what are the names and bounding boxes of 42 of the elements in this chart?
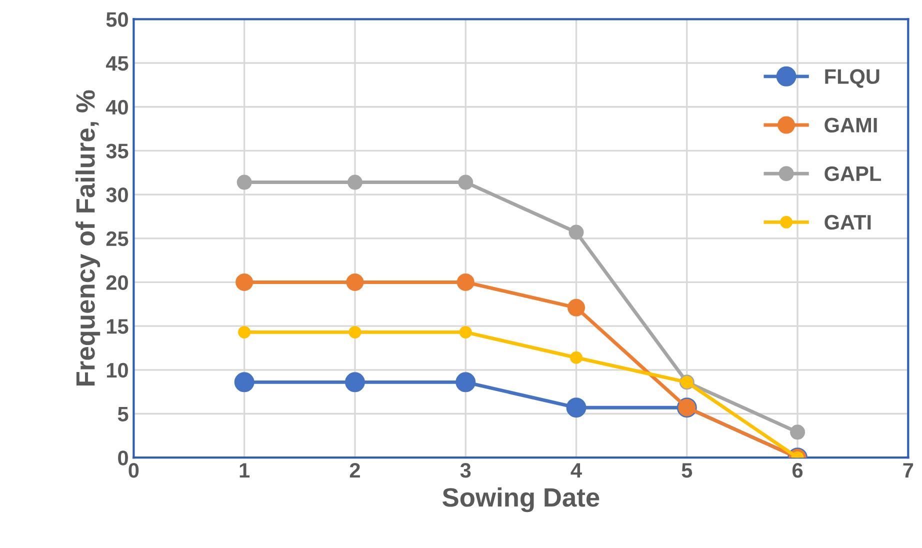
point xyxy=(234,372,254,392)
point xyxy=(570,351,582,364)
x-tick-label: 6 xyxy=(792,462,803,478)
y-tick-label: 40 xyxy=(106,100,128,115)
x-tick-label: 7 xyxy=(903,463,914,478)
y-tick-label: 25 xyxy=(106,231,128,246)
y-tick-label: 45 xyxy=(106,56,128,71)
point xyxy=(566,398,586,418)
x-axis-title: Sowing Date xyxy=(442,487,600,512)
point xyxy=(568,298,585,316)
point xyxy=(456,273,474,291)
point xyxy=(790,424,806,440)
y-tick-label: 0 xyxy=(118,450,128,466)
y-tick-label: 20 xyxy=(106,275,128,290)
y-axis-title: Frequency of Failure, % xyxy=(76,90,100,386)
y-tick-label: 15 xyxy=(106,319,128,334)
y-tick-label: 5 xyxy=(118,406,128,422)
point xyxy=(238,326,251,338)
point xyxy=(346,273,364,291)
point xyxy=(236,273,254,291)
x-tick-label: 4 xyxy=(570,463,582,478)
point xyxy=(458,174,474,190)
point xyxy=(568,224,584,240)
x-tick-label: 0 xyxy=(128,462,139,478)
point xyxy=(456,372,476,392)
point xyxy=(347,174,362,190)
point xyxy=(459,326,472,338)
point xyxy=(344,372,365,392)
point xyxy=(348,326,362,338)
y-tick-label: 10 xyxy=(106,362,128,378)
legend-label: FLQU xyxy=(825,69,880,88)
y-tick-label: 35 xyxy=(106,144,128,158)
legend-label: GAPL xyxy=(824,166,882,182)
y-tick-label: 50 xyxy=(106,12,128,27)
legend-label: GATI xyxy=(824,214,871,230)
x-tick-label: 2 xyxy=(350,462,360,478)
point xyxy=(236,174,252,190)
x-tick-label: 1 xyxy=(240,463,250,478)
legend-label: GAMI xyxy=(824,118,877,133)
y-tick-label: 30 xyxy=(106,188,128,202)
x-tick-label: 5 xyxy=(682,463,692,478)
x-tick-label: 3 xyxy=(460,462,471,478)
